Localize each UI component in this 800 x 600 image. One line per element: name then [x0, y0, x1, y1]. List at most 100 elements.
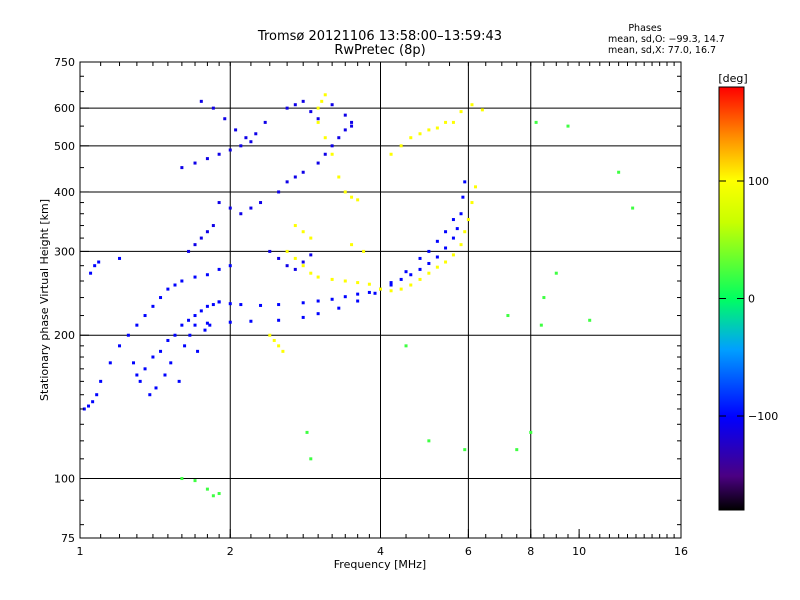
- echo-point: [82, 407, 86, 411]
- x-tick-label: 10: [572, 545, 586, 558]
- echo-point: [277, 256, 281, 260]
- echo-point: [193, 479, 197, 483]
- echo-point: [343, 190, 347, 194]
- echo-point: [427, 439, 431, 443]
- x-axis-label: Frequency [MHz]: [334, 558, 426, 571]
- echo-point: [427, 249, 431, 253]
- echo-point: [418, 256, 422, 260]
- echo-point: [239, 303, 243, 307]
- echo-point: [323, 152, 327, 156]
- echo-point: [199, 236, 203, 240]
- echo-point: [301, 315, 305, 319]
- echo-point: [228, 320, 232, 324]
- echo-point: [316, 106, 320, 110]
- echo-point: [409, 273, 413, 277]
- echo-point: [316, 161, 320, 165]
- echo-point: [173, 333, 177, 337]
- echo-point: [217, 492, 221, 496]
- echo-point: [506, 314, 510, 318]
- echo-point: [367, 282, 371, 286]
- echo-point: [466, 218, 470, 222]
- echo-point: [309, 110, 313, 114]
- echo-point: [148, 393, 152, 397]
- echo-point: [211, 224, 215, 228]
- echo-point: [249, 140, 253, 144]
- x-tick-label: 16: [674, 545, 688, 558]
- echo-point: [95, 393, 99, 397]
- echo-point: [183, 344, 187, 348]
- echo-point: [249, 319, 253, 323]
- echo-point: [631, 206, 635, 210]
- echo-point: [205, 157, 209, 161]
- echo-point: [208, 323, 212, 327]
- echo-point: [228, 206, 232, 210]
- echo-point: [389, 281, 393, 285]
- echo-point: [435, 126, 439, 130]
- echo-point: [330, 297, 334, 301]
- echo-point: [362, 249, 366, 253]
- echo-point: [285, 249, 289, 253]
- echo-point: [263, 120, 267, 124]
- echo-point: [277, 318, 281, 322]
- echo-point: [309, 271, 313, 275]
- echo-point: [427, 128, 431, 132]
- colorbar-tick-label: 100: [748, 175, 769, 188]
- echo-point: [166, 338, 170, 342]
- echo-point: [193, 161, 197, 165]
- echo-point: [404, 344, 408, 348]
- echo-point: [542, 296, 546, 300]
- y-tick-label: 600: [54, 102, 75, 115]
- echo-point: [418, 277, 422, 281]
- echo-point: [277, 344, 281, 348]
- colorbar-tick-label: −100: [748, 410, 778, 423]
- echo-point: [309, 457, 313, 461]
- echo-point: [293, 224, 297, 228]
- echo-point: [316, 120, 320, 124]
- echo-point: [205, 230, 209, 234]
- echo-point: [470, 201, 474, 205]
- echo-point: [418, 267, 422, 271]
- echo-point: [285, 264, 289, 268]
- echo-point: [159, 296, 163, 300]
- echo-point: [529, 430, 533, 434]
- echo-point: [459, 110, 463, 114]
- echo-point: [316, 117, 320, 121]
- echo-point: [228, 148, 232, 152]
- echo-point: [301, 301, 305, 305]
- echo-point: [138, 379, 142, 383]
- echo-point: [199, 309, 203, 313]
- echo-point: [97, 260, 101, 264]
- echo-point: [350, 243, 354, 247]
- echo-point: [217, 300, 221, 304]
- echo-point: [316, 299, 320, 303]
- echo-point: [132, 361, 136, 365]
- x-tick-label: 1: [77, 545, 84, 558]
- y-axis-ticks: 75 100 200 300 400 500 600 750: [54, 56, 681, 545]
- echo-point: [389, 289, 393, 293]
- echo-point: [588, 318, 592, 322]
- echo-point: [444, 246, 448, 250]
- echo-point: [285, 106, 289, 110]
- colorbar-label: [deg]: [718, 72, 747, 85]
- echo-point: [409, 283, 413, 287]
- echo-point: [330, 152, 334, 156]
- legend-line-x: mean, sd,X: 77.0, 16.7: [608, 45, 716, 56]
- echo-point: [89, 271, 93, 275]
- echo-point: [188, 333, 192, 337]
- echo-point: [193, 323, 197, 327]
- echo-point: [337, 175, 341, 179]
- echo-point: [180, 323, 184, 327]
- echo-point: [211, 303, 215, 307]
- echo-point: [126, 333, 130, 337]
- grid-lines: [80, 62, 681, 538]
- echo-point: [301, 230, 305, 234]
- echo-point: [143, 314, 147, 318]
- echo-point: [205, 273, 209, 277]
- echo-point: [435, 255, 439, 259]
- echo-point: [399, 144, 403, 148]
- echo-point: [427, 271, 431, 275]
- echo-point: [455, 227, 459, 231]
- echo-point: [180, 166, 184, 170]
- echo-point: [277, 190, 281, 194]
